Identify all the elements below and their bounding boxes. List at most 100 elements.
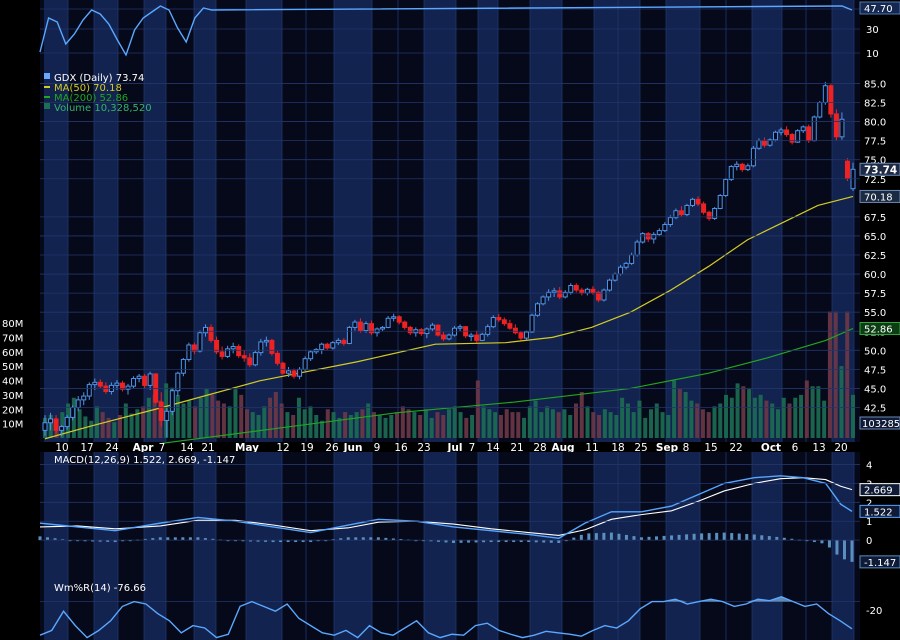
candle-body	[795, 130, 801, 143]
x-axis-label: Sep	[656, 442, 679, 454]
candle-body	[457, 326, 463, 329]
volume-bar	[597, 415, 602, 438]
time-band	[246, 0, 282, 66]
macd-histogram-bar	[233, 540, 237, 542]
candle-body	[701, 203, 707, 213]
volume-bar	[60, 412, 65, 438]
macd-histogram-bar	[436, 540, 440, 542]
candle-body	[241, 355, 247, 359]
candle-body	[579, 289, 585, 294]
time-band	[478, 66, 498, 442]
macd-histogram-bar	[790, 538, 794, 541]
time-band	[530, 452, 562, 580]
candle-body	[529, 314, 535, 333]
volume-bar	[216, 400, 221, 438]
macd-badge-signal	[859, 483, 900, 497]
legend-ma200: MA(200) 52.86	[54, 93, 128, 104]
macd-histogram-bar	[151, 538, 155, 541]
time-band	[194, 0, 216, 66]
candle-body	[728, 166, 734, 181]
volume-bar	[429, 417, 434, 438]
x-axis-label: 7	[469, 442, 476, 454]
x-axis-label: 19	[300, 442, 313, 454]
candle-body	[119, 382, 125, 390]
candle-body	[723, 179, 729, 197]
x-axis-label: 7	[159, 442, 166, 454]
candle-body	[86, 384, 92, 397]
candle-body	[208, 326, 214, 341]
candle-body	[180, 358, 186, 374]
volume-bar	[423, 409, 428, 438]
macd-histogram-bar	[670, 535, 674, 541]
candle-body	[523, 331, 529, 339]
candle-body	[435, 324, 441, 336]
candle-body	[219, 351, 225, 357]
volume-bar	[377, 415, 382, 438]
volume-bar	[545, 406, 550, 438]
macd-histogram-bar	[68, 540, 72, 542]
volume-bar	[504, 409, 509, 438]
volume-bar	[643, 417, 648, 438]
macd-histogram-bar	[339, 538, 343, 541]
candle-body	[59, 426, 65, 431]
macd-histogram-bar	[173, 537, 177, 541]
candle-body	[236, 346, 242, 357]
volume-bar	[689, 400, 694, 438]
volume-bar	[585, 406, 590, 438]
candle-body	[225, 348, 231, 357]
candle-body	[584, 288, 590, 294]
volume-bar	[233, 389, 238, 438]
volume-bar	[827, 311, 832, 438]
macd-histogram-bar	[700, 533, 704, 541]
macd-histogram-bar	[414, 540, 418, 542]
candle-body	[380, 326, 386, 330]
price-axis: 85.0 82.5 80.0 77.5 75.0 72.5 67.5 65.0 62.5 60.0…	[40, 79, 900, 415]
x-axis: 10 17 24 Apr 7 14 21 May 12 19 26 Jun 9 16 23 Jul 7 14 21 2…	[55, 442, 847, 454]
x-axis-label: 11	[585, 442, 598, 454]
candle-body	[773, 131, 779, 141]
volume-bar	[296, 397, 301, 438]
macd-histogram-bar	[512, 540, 516, 543]
candle-body	[330, 342, 336, 349]
macd-histogram-bar	[677, 534, 681, 541]
candle-body	[507, 323, 513, 329]
candle-body	[756, 140, 762, 149]
x-axis-label: 14	[180, 442, 194, 454]
candle-body	[601, 289, 607, 301]
macd-histogram-bar	[91, 540, 95, 542]
candle-body	[341, 339, 347, 344]
volume-bar	[141, 406, 146, 438]
price-badge-last-value: 73.74	[864, 164, 897, 176]
candle-body	[501, 319, 507, 325]
price-axis-tick: 47.5	[864, 365, 886, 376]
volume-bar	[383, 417, 388, 438]
price-panel: 85.0 82.5 80.0 77.5 75.0 72.5 67.5 65.0 62.5 60.0…	[2, 66, 900, 454]
macd-histogram-bar	[647, 536, 651, 541]
volume-bar	[464, 417, 469, 438]
candle-body	[402, 321, 408, 328]
macd-histogram-bar	[692, 533, 696, 541]
candle-body	[479, 333, 485, 341]
macd-histogram-bar	[324, 540, 328, 542]
candle-body	[557, 290, 563, 298]
macd-badge-histogram-value: -1.147	[864, 558, 896, 569]
candle-body	[745, 165, 751, 171]
volume-bar	[729, 397, 734, 438]
macd-histogram-bar	[722, 532, 726, 541]
time-band	[530, 66, 562, 442]
price-badge-ma200-value: 52.86	[864, 325, 893, 336]
x-axis-label: 22	[729, 442, 742, 454]
candle-body	[540, 296, 546, 305]
candle-body	[673, 210, 679, 219]
macd-histogram-bar	[421, 540, 425, 542]
volume-bar	[354, 412, 359, 438]
volume-bar	[343, 412, 348, 438]
volume-badge-value: 10328520	[862, 419, 900, 430]
macd-axis-tick: 1	[866, 517, 872, 528]
volume-bar	[198, 397, 203, 438]
candle-body	[230, 346, 236, 350]
volume-bar	[579, 392, 584, 438]
volume-bar	[112, 422, 117, 438]
x-axis-label: 15	[704, 442, 717, 454]
macd-histogram-bar	[196, 537, 200, 541]
